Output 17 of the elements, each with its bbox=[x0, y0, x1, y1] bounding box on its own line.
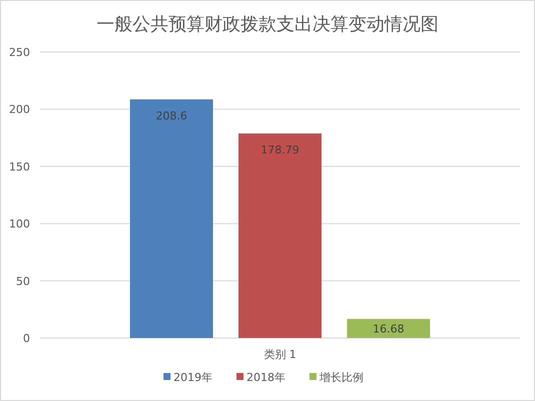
legend-label: 2018年 bbox=[246, 371, 286, 384]
legend-label: 2019年 bbox=[174, 371, 212, 384]
y-tick-label: 100 bbox=[9, 218, 30, 231]
y-tick-label: 200 bbox=[9, 103, 30, 116]
data-label: 208.6 bbox=[156, 109, 188, 122]
y-tick-label: 150 bbox=[9, 160, 30, 174]
y-tick-label: 50 bbox=[16, 274, 30, 288]
bar bbox=[130, 99, 213, 338]
x-tick-label: 类别 1 bbox=[264, 348, 296, 361]
data-label: 178.79 bbox=[260, 143, 300, 156]
data-label: 16.68 bbox=[372, 322, 404, 336]
bar bbox=[347, 318, 430, 338]
y-tick-label: 0 bbox=[23, 332, 30, 345]
chart-title: 一般公共预算财政拨款支出决算变动情况图 bbox=[96, 14, 438, 35]
y-tick-label: 250 bbox=[9, 46, 30, 59]
legend-label: 增长比例 bbox=[318, 371, 364, 384]
bar bbox=[238, 133, 322, 338]
